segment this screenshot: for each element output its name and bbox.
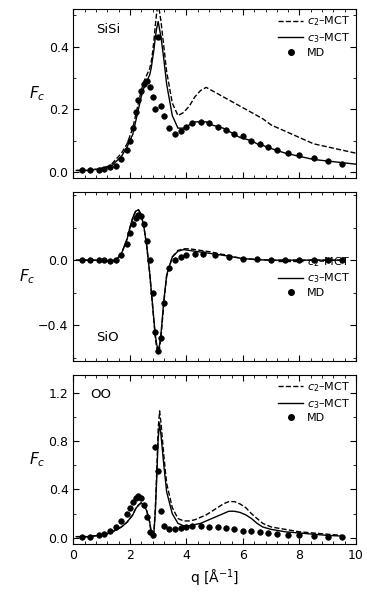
- Y-axis label: $F_c$: $F_c$: [29, 450, 46, 469]
- Y-axis label: $F_c$: $F_c$: [29, 84, 46, 103]
- Y-axis label: $F_c$: $F_c$: [19, 267, 35, 286]
- X-axis label: q [Å$^{-1}$]: q [Å$^{-1}$]: [190, 567, 239, 588]
- Legend: $c_2$–MCT, $c_3$–MCT, MD: $c_2$–MCT, $c_3$–MCT, MD: [276, 378, 353, 426]
- Text: SiSi: SiSi: [96, 23, 120, 35]
- Legend: $c_2$–MCT, $c_3$–MCT, MD: $c_2$–MCT, $c_3$–MCT, MD: [276, 13, 353, 60]
- Text: OO: OO: [90, 388, 111, 401]
- Legend: $c_2$–MCT, $c_3$–MCT, MD: $c_2$–MCT, $c_3$–MCT, MD: [276, 252, 353, 300]
- Text: SiO: SiO: [96, 331, 119, 344]
